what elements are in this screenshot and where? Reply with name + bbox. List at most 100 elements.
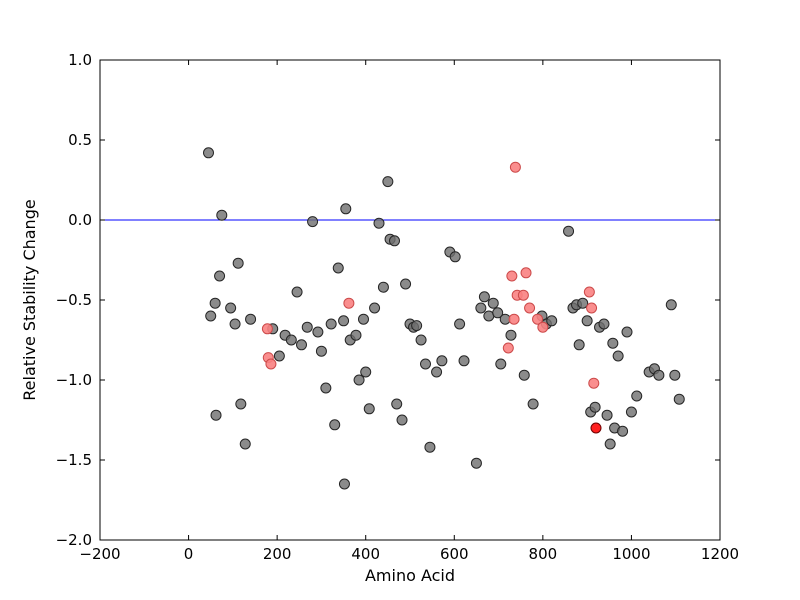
data-point-residues-gray bbox=[210, 409, 222, 421]
x-tick-label: 200 bbox=[263, 545, 292, 563]
data-point-residues-gray bbox=[478, 291, 490, 303]
data-point-residues-gray bbox=[665, 299, 677, 311]
x-tick-label: 0 bbox=[184, 545, 194, 563]
data-point-residues-gray bbox=[492, 307, 504, 319]
data-point-residues-gray bbox=[273, 350, 285, 362]
data-point-residues-gray bbox=[229, 318, 241, 330]
data-point-residues-gray bbox=[420, 358, 431, 370]
data-point-highlighted-salmon bbox=[508, 313, 520, 325]
data-point-residues-gray bbox=[291, 286, 303, 298]
data-point-residues-gray bbox=[475, 302, 487, 314]
data-point-highlighted-salmon bbox=[343, 297, 355, 309]
data-point-residues-gray bbox=[391, 398, 403, 410]
data-point-highlighted-salmon bbox=[524, 302, 536, 314]
data-point-residues-gray bbox=[315, 345, 327, 357]
data-point-highlighted-salmon bbox=[588, 377, 600, 389]
data-point-residues-gray bbox=[225, 302, 237, 314]
data-point-residues-gray bbox=[353, 374, 365, 386]
y-tick-label: 0.5 bbox=[68, 131, 92, 149]
data-point-residues-gray bbox=[235, 398, 247, 410]
data-point-residues-gray bbox=[382, 176, 394, 188]
data-point-residues-gray bbox=[373, 217, 385, 229]
data-point-residues-gray bbox=[607, 337, 619, 349]
data-point-residues-gray bbox=[239, 438, 251, 450]
data-point-residues-gray bbox=[307, 216, 319, 228]
data-point-residues-gray bbox=[363, 403, 375, 415]
data-point-residues-gray bbox=[527, 398, 539, 410]
x-tick-label: −200 bbox=[79, 545, 120, 563]
data-point-residues-gray bbox=[617, 425, 629, 437]
data-point-highlighted-salmon bbox=[586, 302, 598, 314]
plot-frame bbox=[99, 59, 721, 541]
data-point-residues-gray bbox=[581, 315, 593, 327]
data-point-residues-gray bbox=[338, 315, 350, 327]
data-point-highlighted-salmon bbox=[265, 358, 277, 370]
data-point-residues-gray bbox=[546, 315, 558, 327]
data-point-residues-gray bbox=[612, 350, 624, 362]
data-point-residues-gray bbox=[470, 457, 482, 469]
data-point-residues-gray bbox=[505, 329, 517, 341]
y-axis-label: Relative Stability Change bbox=[20, 199, 39, 401]
data-point-residues-gray bbox=[325, 318, 337, 330]
y-tick-label: 1.0 bbox=[68, 51, 92, 69]
data-point-residues-gray bbox=[495, 358, 507, 370]
data-point-residues-gray bbox=[431, 366, 443, 378]
data-point-residues-gray bbox=[214, 270, 226, 282]
data-point-residues-gray bbox=[245, 313, 257, 325]
data-point-highlighted-salmon bbox=[517, 289, 529, 301]
x-axis-label: Amino Acid bbox=[364, 566, 456, 585]
y-tick-label: −1.0 bbox=[56, 371, 92, 389]
x-tick-label: 1200 bbox=[701, 545, 739, 563]
data-point-residues-gray bbox=[415, 334, 427, 346]
data-point-residues-gray bbox=[216, 209, 228, 221]
data-point-residues-gray bbox=[436, 355, 448, 367]
data-point-residues-gray bbox=[411, 320, 423, 332]
data-point-residues-gray bbox=[360, 366, 372, 378]
data-point-residues-gray bbox=[424, 441, 436, 453]
x-tick-label: 600 bbox=[440, 545, 469, 563]
data-point-residues-gray bbox=[301, 321, 313, 333]
data-point-residues-gray bbox=[205, 310, 217, 322]
y-tick-label: −1.5 bbox=[56, 451, 92, 469]
data-point-highlighted-salmon bbox=[261, 323, 273, 335]
data-point-residues-gray bbox=[625, 406, 637, 418]
data-point-residues-gray bbox=[573, 339, 585, 351]
data-point-residues-gray bbox=[338, 478, 350, 490]
data-point-highlighted-salmon bbox=[506, 270, 518, 282]
data-point-residues-gray bbox=[209, 297, 221, 309]
data-point-residues-gray bbox=[285, 334, 297, 346]
data-point-residues-gray bbox=[369, 302, 381, 314]
data-point-residues-gray bbox=[458, 355, 470, 367]
data-point-residues-gray bbox=[203, 147, 214, 159]
data-point-residues-gray bbox=[598, 318, 610, 330]
data-point-residues-gray bbox=[454, 318, 466, 330]
data-point-residues-gray bbox=[400, 278, 412, 290]
data-point-residues-gray bbox=[296, 339, 307, 351]
data-point-residues-gray bbox=[350, 329, 362, 341]
data-point-highlighted-salmon bbox=[502, 342, 514, 354]
data-point-highlighted-salmon bbox=[583, 286, 595, 298]
data-point-residues-gray bbox=[232, 257, 244, 269]
data-point-residues-gray bbox=[563, 225, 575, 237]
x-tick-label: 1000 bbox=[612, 545, 650, 563]
data-point-residues-gray bbox=[332, 262, 344, 274]
data-point-residues-gray bbox=[669, 369, 681, 381]
data-point-residues-gray bbox=[449, 251, 461, 263]
data-point-residues-gray bbox=[312, 326, 324, 338]
data-point-residues-gray bbox=[601, 409, 613, 421]
data-point-highlighted-salmon bbox=[509, 161, 521, 173]
data-point-highlighted-salmon bbox=[532, 313, 544, 325]
data-point-residues-gray bbox=[340, 203, 352, 215]
data-point-residues-gray bbox=[621, 326, 633, 338]
y-tick-label: 0.0 bbox=[68, 211, 92, 229]
data-point-residues-gray bbox=[377, 281, 389, 293]
data-point-residues-gray bbox=[396, 414, 408, 426]
data-point-residues-gray bbox=[631, 390, 643, 402]
data-point-residues-gray bbox=[653, 369, 665, 381]
data-point-residues-gray bbox=[487, 297, 499, 309]
data-point-residues-gray bbox=[518, 369, 530, 381]
data-point-highlighted-salmon bbox=[520, 267, 532, 279]
data-point-residues-gray bbox=[320, 382, 332, 394]
